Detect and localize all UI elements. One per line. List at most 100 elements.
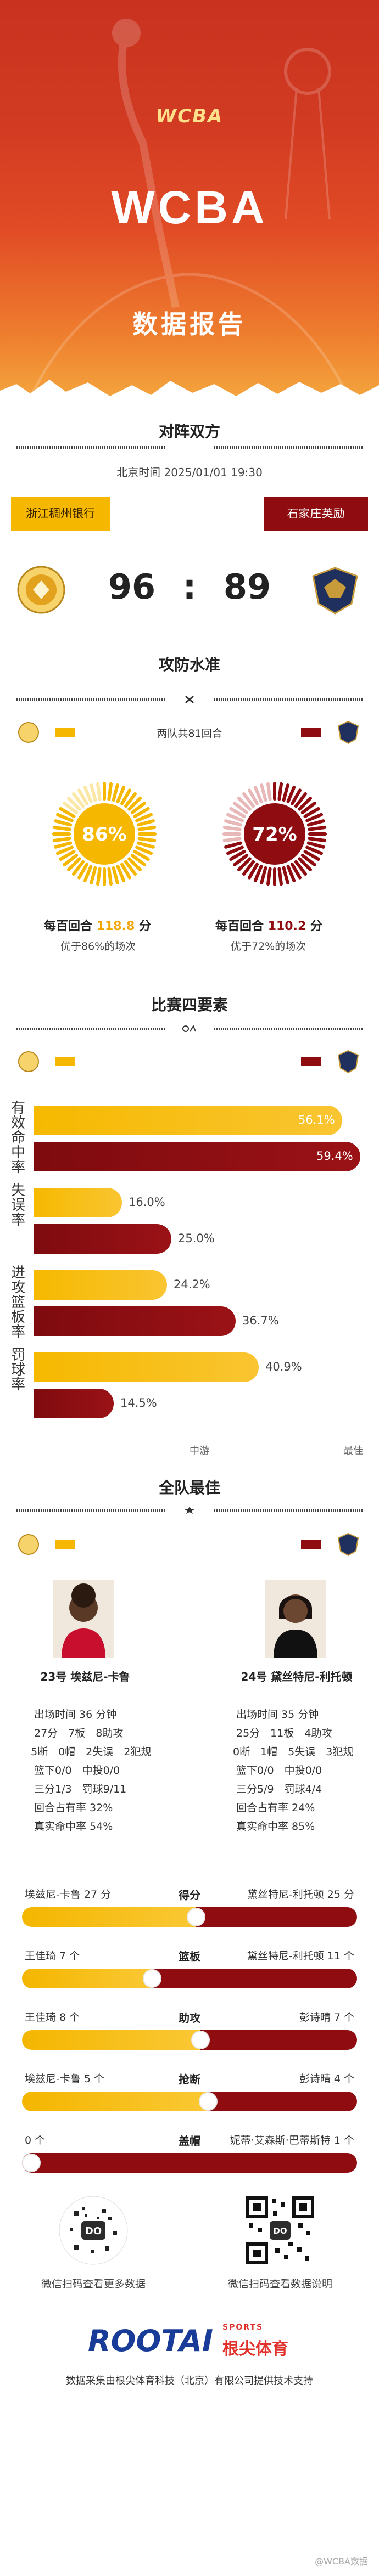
away-rating-segment	[308, 825, 327, 831]
home-player-stat-line: 篮下0/0 中投0/0	[34, 1765, 120, 1777]
away-legend-swatch	[301, 728, 321, 737]
home-factor-value: 56.1%	[298, 1113, 335, 1126]
away-rating-segment	[294, 860, 308, 876]
away-team-logo-small	[337, 1050, 359, 1074]
home-player-stat-line: 出场时间 36 分钟	[34, 1709, 117, 1721]
section-divider	[16, 1025, 363, 1033]
home-rating-segment	[136, 841, 155, 849]
home-factor-value: 24.2%	[174, 1278, 210, 1291]
svg-text:DO: DO	[273, 2226, 287, 2236]
data-credit: 数据采集由根尖体育科技（北京）有限公司提供技术支持	[66, 2375, 313, 2387]
home-leader-label: 王佳琦 7 个	[25, 1950, 80, 1962]
home-player-photo	[53, 1580, 114, 1658]
away-rating-segment	[282, 783, 289, 802]
home-player-name: 23号 埃兹尼-卡鲁	[40, 1670, 130, 1683]
away-rating-segment	[253, 786, 263, 803]
away-factor-bar	[34, 1142, 360, 1171]
home-player-stat-line: 5断 0帽 2失误 2犯规	[31, 1746, 152, 1758]
home-leader-label: 0 个	[25, 2134, 46, 2146]
factor-category-label: 进攻篮板率	[10, 1265, 25, 1340]
away-rating-percent-label: 72%	[252, 824, 297, 845]
home-rating-segment	[63, 853, 79, 867]
away-rating-ring: 72%	[222, 782, 327, 886]
home-rating-segment	[135, 845, 153, 855]
brand-chinese-name: 根尖体育	[222, 2340, 288, 2359]
compare-divider-knob	[22, 2154, 41, 2172]
home-legend-swatch	[55, 1540, 75, 1549]
home-rating-segment	[112, 783, 119, 802]
qr-right-caption: 微信扫码查看数据说明	[227, 2278, 332, 2290]
away-player-stat-line: 出场时间 35 分钟	[236, 1709, 319, 1721]
away-leader-label: 彭诗晴 7 个	[299, 2011, 354, 2023]
away-leader-label: 黛丝特尼-利托顿 25 分	[247, 1889, 354, 1901]
away-rating-segment	[260, 866, 267, 884]
away-rating-segment	[286, 786, 296, 803]
factor-category-label: 有效命中率	[10, 1100, 25, 1176]
home-factor-bar	[34, 1188, 122, 1217]
home-rating-segment	[112, 866, 119, 884]
away-rating-center	[244, 803, 305, 865]
away-leader-fill	[22, 2153, 357, 2173]
home-leader-label: 埃兹尼-卡鲁 27 分	[25, 1889, 112, 1901]
best-section-title: 全队最佳	[158, 1479, 220, 1497]
home-rating-sub: 优于86%的场次	[60, 940, 136, 952]
away-factor-bar	[34, 1389, 114, 1418]
away-rating-segment	[300, 853, 316, 867]
home-factor-bar	[34, 1352, 259, 1382]
away-rating-segment	[237, 796, 252, 811]
away-factor-value: 25.0%	[178, 1232, 215, 1245]
torn-paper-edge	[0, 380, 379, 417]
leader-compare-bar	[22, 1969, 357, 1988]
wcba-logo: WCBA	[155, 105, 224, 127]
home-factor-bar	[34, 1106, 342, 1135]
home-leader-label: 王佳琦 8 个	[25, 2011, 80, 2023]
away-player-stat-line: 真实命中率 85%	[236, 1820, 315, 1833]
away-legend-swatch	[301, 1057, 321, 1066]
home-rating-segment	[137, 825, 157, 831]
away-factor-bar	[34, 1306, 236, 1336]
compare-divider-knob	[186, 1908, 205, 1926]
away-rating-segment	[298, 796, 313, 811]
home-rating-center	[74, 803, 135, 865]
data-explanation-qr[interactable]: DO	[244, 2195, 316, 2266]
home-leader-fill	[22, 2092, 208, 2111]
away-rating-segment	[229, 850, 246, 861]
away-player-stat-line: 回合占有率 24%	[236, 1802, 315, 1814]
home-rating-segment	[66, 796, 81, 811]
away-rating-value: 110.2	[267, 920, 306, 933]
wechat-miniprogram-qr[interactable]: DO	[58, 2195, 129, 2266]
leader-compare-bar	[22, 2092, 357, 2111]
away-factor-bar	[34, 1224, 171, 1254]
report-title: WCBA	[111, 182, 268, 233]
home-team-logo-small	[18, 1534, 39, 1555]
compare-divider-knob	[191, 2031, 210, 2049]
home-rating-segment	[133, 850, 150, 861]
home-player-stat-line: 真实命中率 54%	[34, 1820, 113, 1833]
away-factor-value: 59.4%	[316, 1149, 353, 1163]
away-rating-segment	[226, 813, 244, 822]
away-rating-segment	[305, 813, 323, 822]
away-player-stat-line: 篮下0/0 中投0/0	[236, 1765, 322, 1777]
away-rating-segment	[242, 860, 255, 876]
home-rating-segment	[137, 837, 157, 843]
away-team-logo-small	[337, 720, 359, 745]
home-rating-segment	[54, 819, 73, 827]
home-team-logo-small	[18, 1051, 39, 1072]
away-rating-segment	[306, 819, 325, 827]
home-team-tag: 浙江稠州银行	[11, 497, 110, 531]
section-divider	[16, 696, 363, 703]
home-legend-swatch	[55, 1057, 75, 1066]
away-score: 89	[223, 567, 271, 607]
home-rating-segment	[63, 801, 79, 815]
home-leader-fill	[22, 1907, 196, 1927]
away-factor-value: 36.7%	[242, 1314, 279, 1327]
away-rating-segment	[253, 865, 263, 882]
home-rating-segment	[56, 813, 74, 822]
hero-banner: WCBA WCBA 数据报告	[0, 0, 379, 417]
matchup-section-title: 对阵双方	[158, 422, 220, 441]
home-rating-ring: 86%	[52, 782, 157, 886]
home-leader-fill	[22, 1969, 153, 1988]
home-rating-segment	[83, 865, 93, 882]
away-rating-segment	[303, 807, 320, 818]
leader-stat-name: 篮板	[179, 1950, 200, 1963]
